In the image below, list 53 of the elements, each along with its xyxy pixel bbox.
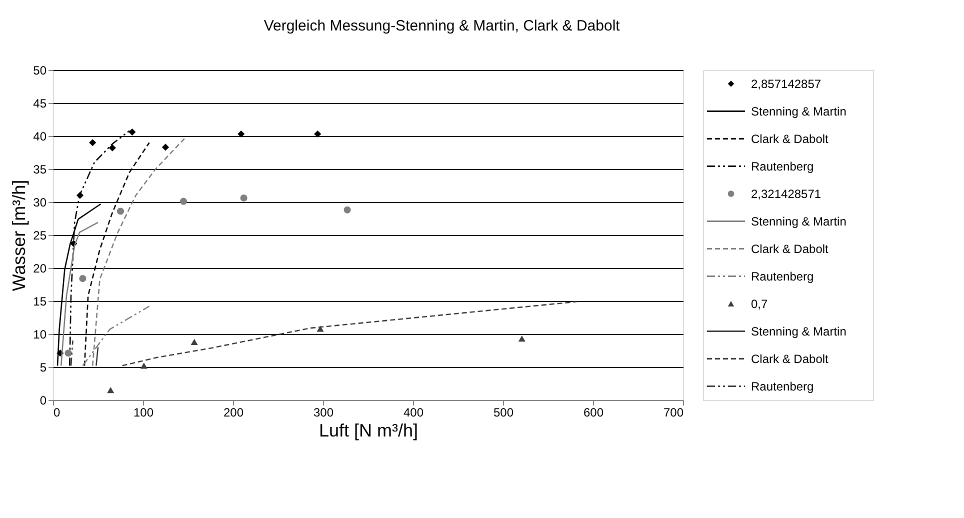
y-tick-label: 30 (33, 196, 47, 210)
legend-label: 2,857142857 (751, 76, 822, 91)
y-tick-label: 25 (33, 228, 47, 242)
x-tick-label: 400 (403, 406, 424, 420)
x-tick-label: 500 (493, 406, 514, 420)
point (116, 208, 124, 215)
point (190, 338, 198, 345)
line-series (122, 301, 578, 366)
x-tick-label: 300 (313, 406, 334, 420)
point (64, 350, 72, 357)
legend-label: Clark & Dabolt (751, 242, 830, 256)
point (180, 198, 188, 205)
legend-label: Rautenberg (751, 379, 814, 394)
y-tick-label: 35 (33, 162, 47, 176)
y-tick-label: 40 (33, 130, 47, 144)
legend-label: Rautenberg (751, 269, 814, 284)
legend-label: 2,321428571 (751, 186, 822, 201)
legend-label: Stenning & Martin (751, 214, 846, 228)
y-tick-label: 0 (40, 394, 47, 408)
point (162, 144, 170, 151)
y-axis-title: Wasser [m³/h] (9, 180, 30, 292)
point (89, 139, 96, 146)
y-tick-label: 5 (40, 360, 47, 374)
point (128, 128, 136, 136)
chart-title: Vergleich Messung-Stenning & Martin, Clark & Dabolt (264, 18, 621, 34)
point (316, 326, 324, 332)
y-tick-label: 50 (33, 64, 47, 78)
x-tick-label: 700 (663, 406, 684, 420)
y-tick-label: 45 (33, 96, 47, 110)
point (518, 336, 526, 342)
legend-label: Stenning & Martin (751, 104, 846, 118)
legend-label: Clark & Dabolt (751, 352, 830, 366)
x-tick-label: 100 (133, 406, 154, 420)
point (107, 387, 114, 394)
line-series (60, 222, 99, 366)
x-axis-title: Luft [N m³/h] (318, 420, 418, 440)
y-tick-label: 10 (33, 328, 47, 342)
point (79, 275, 86, 282)
legend-label: Rautenberg (751, 159, 814, 174)
point (238, 130, 245, 138)
point (108, 144, 116, 152)
point (344, 206, 351, 214)
x-tick-label: 200 (223, 406, 244, 420)
legend-label: 0,7 (751, 296, 768, 311)
x-tick-label: 0 (54, 406, 60, 420)
legend-label: Clark & Dabolt (751, 132, 830, 146)
x-tick-label: 600 (583, 406, 604, 420)
point (240, 194, 248, 202)
point (140, 362, 148, 369)
legend-label: Stenning & Martin (751, 324, 846, 338)
y-tick-label: 15 (33, 294, 47, 308)
y-tick-label: 20 (33, 262, 47, 276)
point (314, 130, 322, 138)
